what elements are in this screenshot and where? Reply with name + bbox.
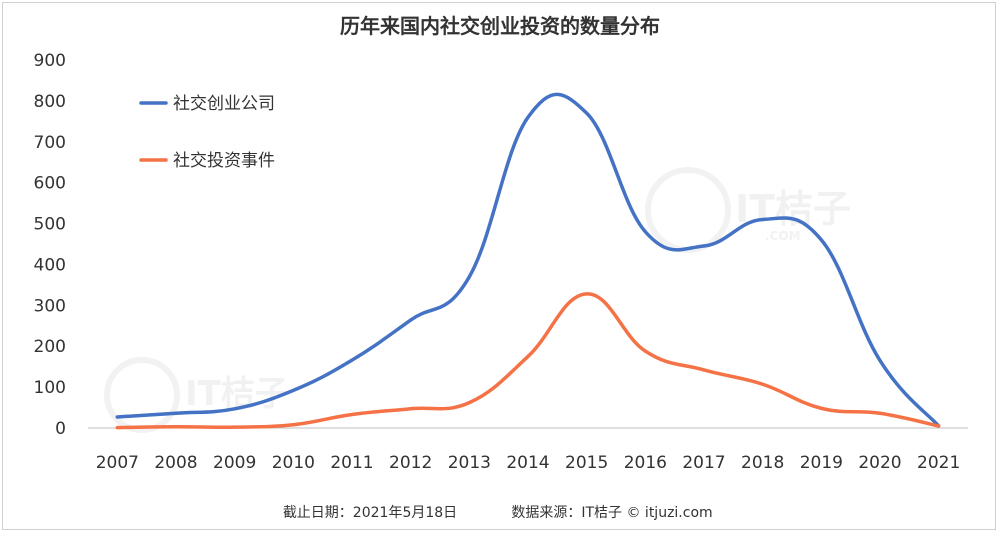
data-point — [174, 411, 178, 415]
y-tick-label: 900 — [34, 51, 66, 71]
data-point — [350, 413, 354, 417]
x-tick-label: 2011 — [330, 453, 373, 473]
y-tick-label: 300 — [34, 296, 66, 316]
x-tick-label: 2017 — [682, 453, 725, 473]
x-tick-label: 2010 — [272, 453, 315, 473]
watermark-logo-icon — [104, 357, 180, 433]
footer-cutoff-date: 截止日期：2021年5月18日 — [283, 505, 457, 521]
x-tick-label: 2018 — [741, 453, 784, 473]
watermark-url: .COM — [765, 229, 801, 243]
data-point — [819, 238, 823, 242]
data-point — [761, 382, 765, 386]
data-point — [467, 275, 471, 279]
data-point — [291, 388, 295, 392]
watermark-name: IT桔子 — [735, 187, 851, 231]
data-point — [409, 407, 413, 411]
x-tick-label: 2016 — [624, 453, 667, 473]
y-tick-label: 100 — [34, 378, 66, 398]
y-tick-label: 600 — [34, 174, 66, 194]
data-point — [702, 244, 706, 248]
chart-title: 历年来国内社交创业投资的数量分布 — [340, 14, 660, 38]
data-point — [467, 401, 471, 405]
x-axis: 2007 2008 2009 2010 2011 2012 2013 2014 2015 2016… — [96, 453, 961, 473]
y-tick-label: 400 — [34, 255, 66, 275]
x-tick-label: 2014 — [506, 453, 549, 473]
x-tick-label: 2020 — [858, 453, 901, 473]
data-point — [115, 415, 119, 419]
legend-label: 社交投资事件 — [173, 151, 275, 171]
y-tick-label: 800 — [34, 92, 66, 112]
x-tick-label: 2012 — [389, 453, 432, 473]
data-point — [761, 217, 765, 221]
data-point — [526, 115, 530, 119]
data-point — [350, 358, 354, 362]
data-point — [585, 111, 589, 115]
y-tick-label: 200 — [34, 337, 66, 357]
data-point — [233, 407, 237, 411]
data-point — [643, 230, 647, 234]
x-tick-label: 2009 — [213, 453, 256, 473]
data-point — [115, 426, 119, 430]
data-point — [409, 318, 413, 322]
series-line-2 — [115, 292, 941, 430]
y-tick-label: 700 — [34, 133, 66, 153]
data-point — [878, 359, 882, 363]
data-point — [643, 349, 647, 353]
data-point — [702, 368, 706, 372]
watermark-left: IT桔子 — [104, 357, 289, 433]
data-point — [819, 406, 823, 410]
x-tick-label: 2013 — [448, 453, 491, 473]
data-point — [878, 411, 882, 415]
y-tick-label: 500 — [34, 215, 66, 235]
x-tick-label: 2021 — [917, 453, 960, 473]
data-point — [585, 292, 589, 296]
series-group — [115, 92, 941, 430]
x-tick-label: 2008 — [154, 453, 197, 473]
x-tick-label: 2007 — [96, 453, 139, 473]
legend-label: 社交创业公司 — [173, 94, 275, 114]
x-tick-label: 2015 — [565, 453, 608, 473]
watermark-logo-icon — [645, 167, 731, 253]
series-line-1 — [115, 92, 941, 428]
data-point — [937, 424, 941, 428]
y-tick-label: 0 — [55, 419, 66, 439]
x-tick-label: 2019 — [800, 453, 843, 473]
footer-data-source: 数据来源：IT桔子 © itjuzi.com — [511, 505, 712, 521]
data-point — [174, 425, 178, 429]
data-point — [526, 354, 530, 358]
data-point — [291, 423, 295, 427]
data-point — [233, 425, 237, 429]
y-axis: 0 100 200 300 400 500 600 700 800 900 — [34, 51, 66, 439]
